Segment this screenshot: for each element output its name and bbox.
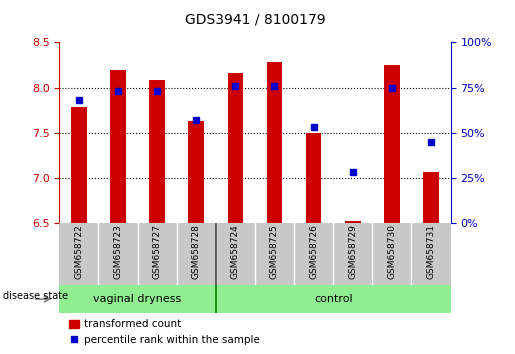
Text: GSM658730: GSM658730 <box>387 224 397 279</box>
Bar <box>306 133 321 223</box>
Text: GDS3941 / 8100179: GDS3941 / 8100179 <box>184 12 325 27</box>
Bar <box>188 121 204 223</box>
Text: GSM658724: GSM658724 <box>231 224 240 279</box>
Text: GSM658726: GSM658726 <box>309 224 318 279</box>
Text: GSM658727: GSM658727 <box>152 224 162 279</box>
Bar <box>110 70 126 223</box>
Bar <box>384 65 400 223</box>
Text: GSM658723: GSM658723 <box>113 224 123 279</box>
Text: GSM658729: GSM658729 <box>348 224 357 279</box>
Bar <box>228 73 243 223</box>
Text: vaginal dryness: vaginal dryness <box>93 294 182 304</box>
Bar <box>423 172 439 223</box>
Bar <box>149 80 165 223</box>
Bar <box>345 221 360 223</box>
Text: disease state: disease state <box>3 291 67 301</box>
Text: GSM658728: GSM658728 <box>192 224 201 279</box>
Bar <box>71 108 87 223</box>
Text: GSM658731: GSM658731 <box>426 224 436 279</box>
Text: control: control <box>314 294 352 304</box>
Text: GSM658722: GSM658722 <box>74 224 83 279</box>
Bar <box>267 62 282 223</box>
Legend: transformed count, percentile rank within the sample: transformed count, percentile rank withi… <box>64 315 264 349</box>
Text: GSM658725: GSM658725 <box>270 224 279 279</box>
